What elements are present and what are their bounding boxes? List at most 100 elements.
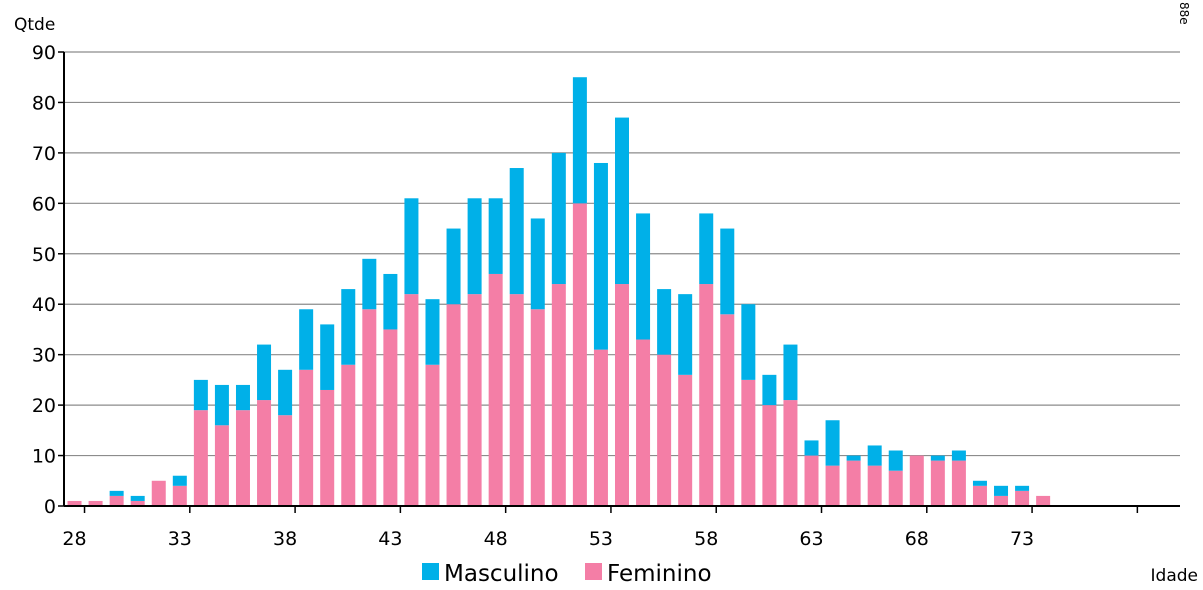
bar-feminino [762,405,777,506]
bar-masculino [572,77,587,204]
bar-masculino [278,369,293,416]
bar-feminino [488,273,503,506]
y-tick-label: 20 [32,395,56,417]
x-tick-label: 58 [694,528,718,550]
bar-feminino [551,284,566,506]
legend-swatch-masculino [422,563,439,580]
bar-feminino [867,465,882,506]
bar-feminino [846,460,861,506]
bar-feminino [130,500,145,506]
legend-label-masculino: Masculino [444,561,559,586]
bar-feminino [678,374,693,506]
bar-masculino [530,218,545,310]
bar-masculino [930,455,945,461]
legend: Masculino Feminino [422,561,712,587]
y-tick-label: 50 [32,244,56,266]
x-tick-label: 73 [1010,528,1034,550]
bar-masculino [888,450,903,471]
bar-masculino [783,344,798,401]
bar-feminino [341,364,356,506]
legend-label-feminino: Feminino [607,561,712,586]
bar-feminino [930,460,945,506]
bar-masculino [214,384,229,426]
bar-feminino [109,495,124,506]
bar-feminino [909,455,924,506]
x-tick-label: 53 [589,528,613,550]
bar-feminino [888,470,903,506]
bar-masculino [699,213,714,285]
y-tick-label: 40 [32,294,56,316]
bar-feminino [951,460,966,506]
bar-feminino [67,500,82,506]
bar-masculino [172,475,187,486]
legend-swatch-feminino [585,563,602,580]
bar-masculino [678,294,693,375]
bar-feminino [657,354,672,506]
bar-feminino [741,379,756,506]
corner-note: 88e [1177,2,1191,25]
bar-masculino [994,485,1009,496]
bar-masculino [741,304,756,380]
bar-feminino [214,425,229,506]
bar-masculino [762,374,777,406]
bar-feminino [615,284,629,506]
bar-masculino [446,228,461,305]
bar-feminino [425,364,440,506]
bar-masculino [341,289,356,365]
bar-feminino [636,339,651,506]
bar-feminino [320,389,335,506]
bar-masculino [720,228,735,315]
bar-masculino [425,299,440,365]
bar-feminino [299,369,314,506]
x-tick-label: 33 [168,528,192,550]
bar-feminino [151,480,166,506]
bar-masculino [593,162,608,350]
bar-feminino [1015,490,1030,506]
bar-feminino [699,284,714,506]
bar-feminino [783,400,798,506]
bar-feminino [720,314,735,506]
bar-masculino [320,324,335,390]
bar-feminino [278,415,293,506]
bar-feminino [172,485,187,506]
bar-masculino [467,198,482,295]
bar-feminino [193,410,208,506]
bar-feminino [404,294,419,506]
bar-masculino [951,450,966,461]
bar-masculino [846,455,861,461]
axes [58,51,1180,513]
bar-masculino [1015,485,1030,491]
bar-masculino [636,213,651,340]
bar-masculino [551,152,566,285]
x-tick-label: 68 [905,528,929,550]
bar-masculino [615,117,629,285]
bar-feminino [509,294,524,506]
x-tick-label: 28 [62,528,86,550]
bar-masculino [825,420,840,466]
y-tick-label: 30 [32,345,56,367]
bar-masculino [193,379,208,411]
bar-masculino [804,440,819,456]
bar-masculino [488,198,503,274]
bar-masculino [362,258,377,310]
y-tick-label: 70 [32,143,56,165]
bar-feminino [257,400,272,506]
bar-feminino [530,309,545,506]
tick-labels: 0 10 20 30 40 50 60 70 80 90 28 33 38 43 48 53 58 63 68 73 [32,42,1034,550]
bars [67,77,1051,507]
bar-masculino [972,480,987,486]
y-tick-label: 80 [32,92,56,114]
bar-feminino [1036,495,1051,506]
bar-masculino [657,289,672,355]
y-tick-label: 10 [32,446,56,468]
bar-feminino [235,410,250,506]
y-tick-label: 0 [44,496,56,518]
bar-feminino [362,309,377,506]
bar-masculino [509,168,524,295]
y-tick-label: 90 [32,42,56,64]
bar-feminino [383,329,398,506]
bar-masculino [867,445,882,466]
bar-feminino [572,203,587,507]
bar-feminino [804,455,819,506]
